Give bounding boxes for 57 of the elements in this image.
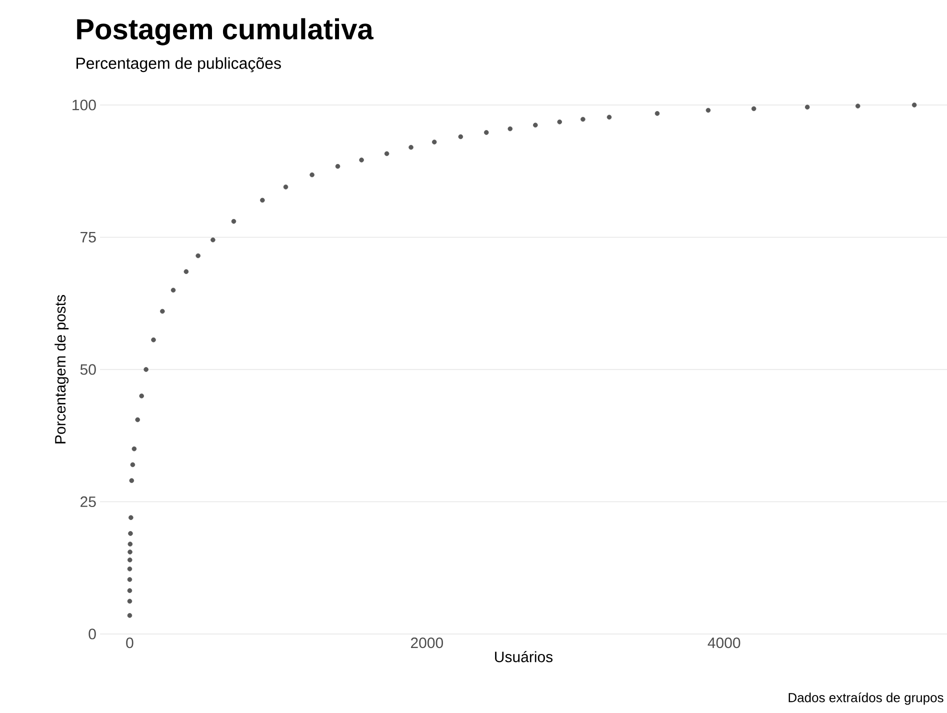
point <box>160 308 165 314</box>
point <box>432 140 437 144</box>
point <box>580 116 586 122</box>
point <box>210 237 216 242</box>
point <box>128 550 132 554</box>
point <box>128 531 133 536</box>
point <box>359 158 364 162</box>
point <box>128 542 133 546</box>
point <box>128 515 134 520</box>
point <box>508 126 513 132</box>
point <box>408 144 414 150</box>
text: Dados extraídos de grupos <box>788 692 944 705</box>
point <box>130 462 136 468</box>
point <box>127 588 132 594</box>
x-tick-label: 4000 <box>708 638 740 648</box>
x-tick-label: 0 <box>126 638 134 648</box>
point <box>127 566 132 572</box>
point <box>127 598 132 604</box>
point <box>855 104 860 108</box>
point <box>139 394 144 398</box>
point <box>127 613 132 618</box>
point <box>135 417 140 422</box>
point <box>132 446 137 452</box>
point <box>606 114 612 120</box>
point <box>151 337 156 342</box>
point <box>532 122 538 128</box>
y-tick-label: 0 <box>88 628 96 640</box>
point <box>384 151 390 156</box>
point <box>170 288 176 293</box>
x-tick-label: 2000 <box>410 638 443 648</box>
point <box>184 269 189 274</box>
point <box>484 130 489 135</box>
point <box>310 172 314 178</box>
point <box>458 134 464 140</box>
x-axis-title: Usuários <box>495 651 553 662</box>
y-tick-label: 100 <box>72 100 96 110</box>
y-tick-label: 50 <box>80 364 96 375</box>
point <box>196 253 200 258</box>
point <box>557 120 562 124</box>
point <box>335 164 340 169</box>
point <box>654 111 660 116</box>
point <box>260 198 265 203</box>
point <box>751 106 756 112</box>
point <box>127 577 132 582</box>
point <box>912 102 917 108</box>
y-tick-label: 75 <box>80 232 96 242</box>
point <box>283 184 288 190</box>
point <box>706 108 711 113</box>
point <box>127 558 132 562</box>
point <box>804 104 810 110</box>
point <box>129 478 134 483</box>
point <box>144 367 148 372</box>
point <box>231 218 236 224</box>
chart-subtitle: Percentagem de publicações <box>76 57 281 72</box>
chart-title: Postagem cumulativa <box>77 18 374 46</box>
y-tick-label: 25 <box>80 496 96 508</box>
y-axis-title: Porcentagem de posts <box>54 295 69 444</box>
